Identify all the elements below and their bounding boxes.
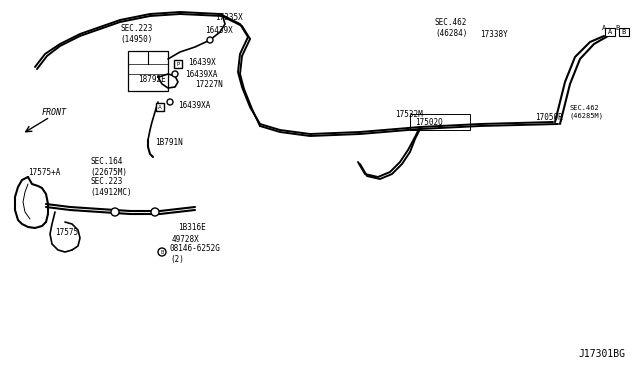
Circle shape	[172, 71, 178, 77]
Text: SEC.462
(46285M): SEC.462 (46285M)	[570, 105, 604, 119]
Text: 18792E: 18792E	[138, 74, 166, 83]
Text: B: B	[622, 29, 626, 35]
Text: 17227N: 17227N	[195, 80, 223, 89]
Text: 16439XA: 16439XA	[178, 100, 211, 109]
Text: B: B	[616, 25, 620, 31]
Bar	[156, 103, 164, 111]
Bar	[128, 51, 168, 91]
Circle shape	[111, 208, 119, 216]
Bar	[410, 114, 470, 130]
Circle shape	[167, 99, 173, 105]
Text: B: B	[160, 250, 164, 254]
Circle shape	[151, 208, 159, 216]
Text: A: A	[608, 29, 612, 35]
Text: 49728X: 49728X	[172, 234, 200, 244]
Text: P: P	[177, 61, 180, 67]
Text: 16439X: 16439X	[205, 26, 233, 35]
Text: SEC.462
(46284): SEC.462 (46284)	[435, 18, 467, 38]
Text: A: A	[158, 105, 162, 109]
Text: FRONT: FRONT	[42, 108, 67, 116]
Text: 1B316E: 1B316E	[178, 222, 205, 231]
Text: 17050R: 17050R	[535, 112, 563, 122]
Text: 17575+A: 17575+A	[28, 167, 60, 176]
Text: 16439X: 16439X	[188, 58, 216, 67]
Text: 17502Q: 17502Q	[415, 118, 443, 126]
Text: 08146-6252G
(2): 08146-6252G (2)	[170, 244, 221, 264]
Text: 17338Y: 17338Y	[480, 29, 508, 38]
Text: J17301BG: J17301BG	[578, 349, 625, 359]
Text: SEC.164
(22675M): SEC.164 (22675M)	[90, 157, 127, 177]
Text: 1B791N: 1B791N	[155, 138, 183, 147]
Text: 17335X: 17335X	[215, 13, 243, 22]
Bar	[619, 28, 629, 36]
Circle shape	[207, 37, 213, 43]
Bar	[174, 60, 182, 68]
Text: SEC.223
(14950): SEC.223 (14950)	[120, 24, 152, 44]
Text: 16439XA: 16439XA	[185, 70, 218, 78]
Text: SEC.223
(14912MC): SEC.223 (14912MC)	[90, 177, 132, 197]
Text: A: A	[602, 25, 606, 31]
Circle shape	[158, 248, 166, 256]
Text: 17532M: 17532M	[395, 109, 423, 119]
Text: 17575: 17575	[55, 228, 78, 237]
Bar	[605, 28, 615, 36]
